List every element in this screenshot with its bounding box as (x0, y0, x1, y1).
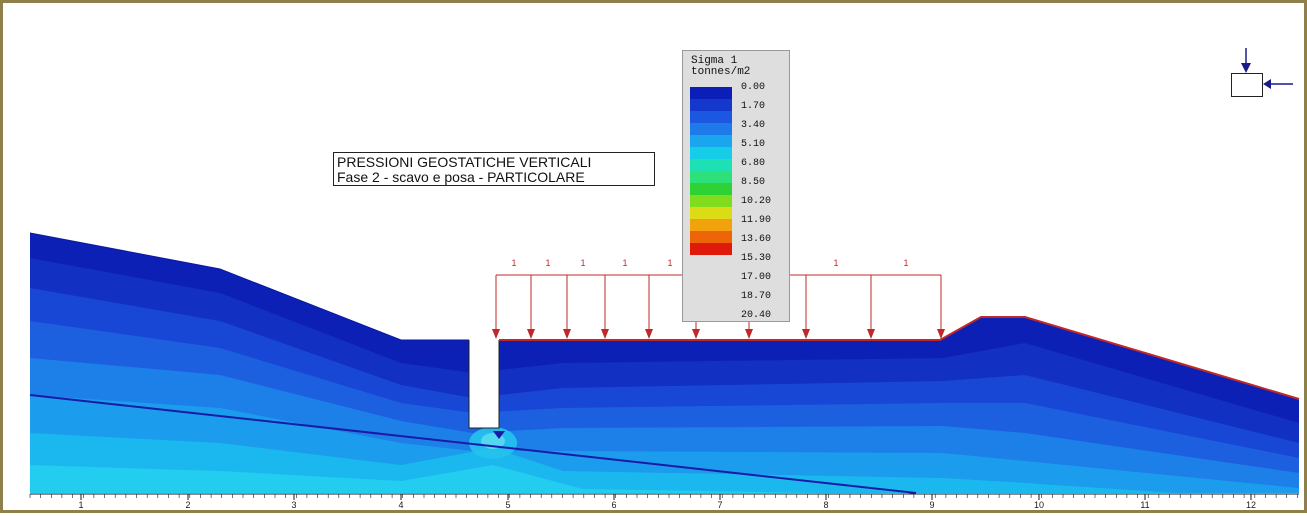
load-label: 1 (903, 258, 908, 268)
water-table-marker-icon (493, 431, 505, 439)
load-label: 1 (667, 258, 672, 268)
legend-value: 0.00 (741, 82, 766, 93)
axis-tick: 6 (611, 494, 617, 510)
legend-value: 3.40 (741, 120, 766, 131)
legend-color-scale (690, 87, 732, 315)
loaded-surface-line (499, 316, 1300, 400)
plot-subtitle: Fase 2 - scavo e posa - PARTICOLARE (337, 169, 585, 185)
legend-value: 18.70 (741, 291, 772, 302)
axis-tick-label: 12 (1246, 500, 1256, 510)
axis-tick: 8 (823, 494, 829, 510)
axis-tick: 10 (1034, 494, 1044, 510)
legend-swatch (690, 99, 732, 111)
axis-tick: 1 (78, 494, 84, 510)
axis-tick-label: 7 (717, 500, 722, 510)
legend-value: 10.20 (741, 196, 772, 207)
axis-tick: 2 (185, 494, 191, 510)
legend-title: Sigma 1 tonnes/m2 (691, 56, 750, 78)
load-arrow (492, 275, 500, 339)
legend-quantity: Sigma 1 (691, 55, 738, 67)
legend-swatch (690, 135, 732, 147)
axis-tick: 5 (505, 494, 511, 510)
axis-tick-label: 3 (291, 500, 296, 510)
axis-tick: 12 (1246, 494, 1256, 510)
ground-surface-line (29, 232, 469, 341)
load-arrow (745, 322, 753, 339)
load-direction-icon (1241, 48, 1293, 89)
legend-swatch (690, 243, 732, 255)
legend-value: 5.10 (741, 139, 766, 150)
axis-tick: 4 (398, 494, 404, 510)
load-label: 1 (511, 258, 516, 268)
legend-swatch (690, 171, 732, 183)
load-arrow (645, 275, 653, 339)
legend-unit: tonnes/m2 (691, 66, 751, 78)
distributed-load: 111111111 (492, 258, 945, 339)
load-arrow (937, 275, 945, 339)
load-label: 1 (545, 258, 550, 268)
legend-value: 11.90 (741, 215, 772, 226)
legend-swatch (690, 111, 732, 123)
axis-tick: 3 (291, 494, 297, 510)
legend-value: 1.70 (741, 101, 766, 112)
legend-swatch (690, 123, 732, 135)
axis-tick-label: 4 (398, 500, 403, 510)
load-label: 1 (580, 258, 585, 268)
x-axis: 1 2 3 4 5 6 7 8 9 10 11 12 (29, 493, 1299, 510)
axis-tick: 9 (929, 494, 935, 510)
legend-swatch (690, 207, 732, 219)
load-arrow (563, 275, 571, 339)
legend-swatch (690, 87, 732, 99)
load-label: 1 (833, 258, 838, 268)
axis-tick-label: 1 (78, 500, 83, 510)
legend-swatch (690, 195, 732, 207)
legend-swatch (690, 147, 732, 159)
load-arrow (692, 322, 700, 339)
legend-value: 6.80 (741, 158, 766, 169)
legend-value: 13.60 (741, 234, 772, 245)
load-arrow (867, 275, 875, 339)
color-legend: Sigma 1 tonnes/m2 0.00 1.70 3.40 5.10 6.80 8.… (682, 50, 790, 322)
load-arrow (527, 275, 535, 339)
legend-value: 8.50 (741, 177, 766, 188)
trench-outline (468, 340, 500, 429)
axis-tick-label: 2 (185, 500, 190, 510)
load-arrow (802, 275, 810, 339)
axis-tick-label: 9 (929, 500, 934, 510)
orientation-box-icon (1231, 73, 1263, 97)
load-arrow (601, 275, 609, 339)
legend-swatch (690, 219, 732, 231)
plot-title: PRESSIONI GEOSTATICHE VERTICALI (337, 154, 592, 170)
water-table-line (29, 394, 917, 494)
axis-tick: 7 (717, 494, 723, 510)
plot-title-box: PRESSIONI GEOSTATICHE VERTICALI Fase 2 -… (333, 152, 655, 186)
soil-body (30, 233, 1299, 493)
legend-swatch (690, 231, 732, 243)
axis-tick: 11 (1140, 494, 1150, 510)
axis-tick-label: 5 (505, 500, 510, 510)
legend-swatch (690, 159, 732, 171)
axis-tick-label: 6 (611, 500, 616, 510)
legend-swatch (690, 183, 732, 195)
axis-tick-label: 11 (1140, 500, 1149, 510)
legend-value: 15.30 (741, 253, 772, 264)
legend-value: 20.40 (741, 310, 772, 321)
axis-tick-label: 8 (823, 500, 828, 510)
load-label: 1 (622, 258, 627, 268)
legend-value: 17.00 (741, 272, 772, 283)
axis-tick-label: 10 (1034, 500, 1044, 510)
